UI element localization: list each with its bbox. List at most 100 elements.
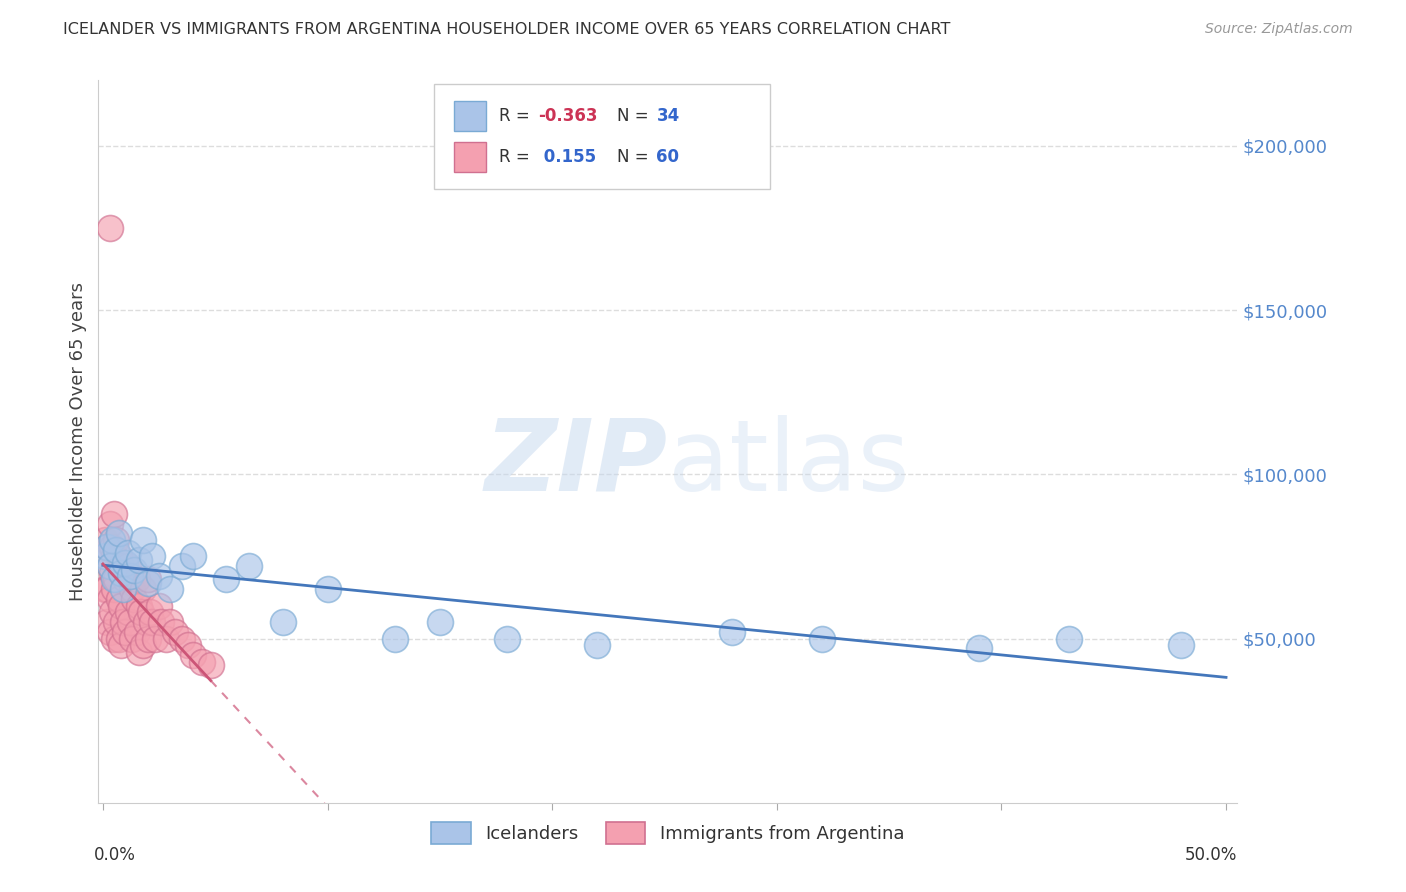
FancyBboxPatch shape	[454, 142, 485, 172]
Point	[128, 599, 150, 613]
Point	[721, 625, 744, 640]
Point	[112, 582, 135, 597]
Text: Source: ZipAtlas.com: Source: ZipAtlas.com	[1205, 22, 1353, 37]
Text: ZIP: ZIP	[485, 415, 668, 512]
Point	[141, 615, 163, 630]
Text: R =: R =	[499, 107, 536, 125]
Point	[141, 549, 163, 564]
Point	[967, 641, 990, 656]
Point	[1170, 638, 1192, 652]
Point	[101, 533, 124, 547]
Text: 0.155: 0.155	[538, 148, 596, 166]
Point	[190, 655, 212, 669]
Point	[181, 648, 204, 662]
Text: ICELANDER VS IMMIGRANTS FROM ARGENTINA HOUSEHOLDER INCOME OVER 65 YEARS CORRELAT: ICELANDER VS IMMIGRANTS FROM ARGENTINA H…	[63, 22, 950, 37]
Point	[129, 605, 152, 619]
Point	[117, 559, 139, 574]
Point	[125, 625, 148, 640]
Legend: Icelanders, Immigrants from Argentina: Icelanders, Immigrants from Argentina	[416, 808, 920, 859]
Point	[148, 599, 170, 613]
Point	[98, 625, 121, 640]
Point	[200, 657, 222, 672]
Point	[117, 546, 139, 560]
Point	[110, 638, 132, 652]
Point	[132, 638, 155, 652]
Point	[105, 542, 128, 557]
Text: -0.363: -0.363	[538, 107, 598, 125]
Point	[128, 553, 150, 567]
Point	[810, 632, 832, 646]
Point	[586, 638, 609, 652]
Point	[148, 569, 170, 583]
Point	[112, 615, 135, 630]
Point	[125, 573, 148, 587]
Text: atlas: atlas	[668, 415, 910, 512]
Point	[118, 615, 141, 630]
Point	[136, 632, 159, 646]
Point	[384, 632, 406, 646]
Point	[107, 592, 129, 607]
Point	[143, 632, 166, 646]
Point	[135, 615, 157, 630]
Text: 0.0%: 0.0%	[94, 847, 136, 864]
Point	[177, 638, 200, 652]
Point	[139, 605, 162, 619]
Point	[118, 569, 141, 583]
Point	[114, 573, 136, 587]
Point	[103, 582, 125, 597]
Point	[103, 573, 125, 587]
Point	[103, 632, 125, 646]
Point	[107, 526, 129, 541]
Point	[121, 582, 143, 597]
Point	[94, 549, 117, 564]
Point	[136, 573, 159, 587]
Text: 34: 34	[657, 107, 679, 125]
Point	[101, 605, 124, 619]
Point	[215, 573, 238, 587]
Point	[107, 632, 129, 646]
Point	[107, 549, 129, 564]
Point	[98, 559, 121, 574]
Point	[94, 582, 117, 597]
Point	[114, 625, 136, 640]
Point	[159, 582, 181, 597]
Point	[117, 605, 139, 619]
Text: R =: R =	[499, 148, 536, 166]
Point	[105, 615, 128, 630]
Point	[118, 573, 141, 587]
Text: N =: N =	[617, 107, 654, 125]
Point	[110, 599, 132, 613]
Point	[98, 559, 121, 574]
Point	[105, 573, 128, 587]
Point	[132, 533, 155, 547]
Point	[105, 533, 128, 547]
Point	[112, 566, 135, 580]
Point	[155, 632, 177, 646]
Point	[94, 533, 117, 547]
Point	[98, 592, 121, 607]
Point	[238, 559, 260, 574]
Point	[170, 632, 193, 646]
Point	[96, 615, 118, 630]
Point	[150, 615, 173, 630]
Text: 60: 60	[657, 148, 679, 166]
Point	[96, 582, 118, 597]
Point	[101, 566, 124, 580]
Point	[159, 615, 181, 630]
Point	[1057, 632, 1080, 646]
Point	[496, 632, 519, 646]
Text: N =: N =	[617, 148, 654, 166]
Point	[429, 615, 451, 630]
FancyBboxPatch shape	[454, 101, 485, 131]
Point	[98, 516, 121, 531]
Point	[316, 582, 339, 597]
FancyBboxPatch shape	[434, 84, 770, 189]
Point	[124, 563, 146, 577]
Point	[132, 582, 155, 597]
Point	[101, 540, 124, 554]
Y-axis label: Householder Income Over 65 years: Householder Income Over 65 years	[69, 282, 87, 601]
Point	[121, 632, 143, 646]
Point	[163, 625, 186, 640]
Point	[271, 615, 294, 630]
Point	[124, 592, 146, 607]
